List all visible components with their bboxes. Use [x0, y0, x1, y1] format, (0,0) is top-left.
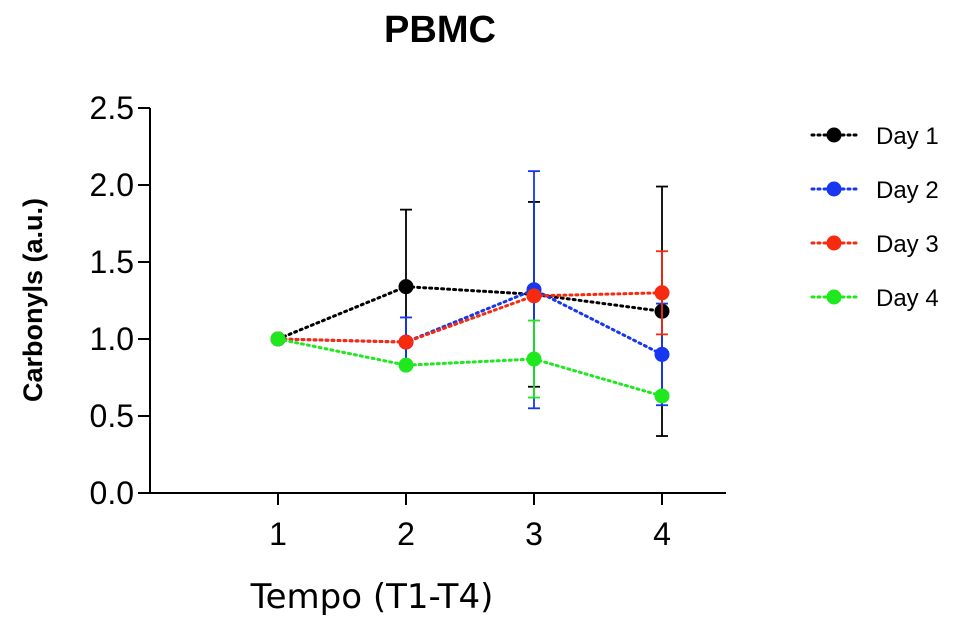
data-point: [654, 346, 670, 362]
y-axis-label: Carbonyls (a.u.): [18, 198, 48, 402]
legend-label: Day 3: [876, 231, 939, 258]
series-line: [276, 337, 664, 398]
x-axis-label: Tempo (T1-T4): [250, 577, 494, 617]
series-3: [270, 250, 670, 350]
legend-item: Day 1: [810, 123, 939, 150]
series-line: [276, 288, 664, 356]
legend-label: Day 4: [876, 285, 939, 312]
legend-item: Day 3: [810, 231, 939, 258]
legend-marker: [826, 127, 842, 143]
data-point: [526, 351, 542, 367]
x-tick-label: 1: [269, 516, 287, 552]
y-tick-label: 0.0: [90, 475, 134, 511]
y-ticks: 0.0 0.5 1.0 1.5 2.0 2.5: [90, 90, 150, 511]
legend-marker: [826, 235, 842, 251]
x-tick-label: 3: [525, 516, 543, 552]
data-point: [270, 331, 286, 347]
data-point: [654, 388, 670, 404]
y-tick-label: 2.0: [90, 167, 134, 203]
data-point: [398, 279, 414, 295]
x-tick-label: 4: [653, 516, 671, 552]
data-point: [526, 288, 542, 304]
series-line: [276, 285, 664, 341]
data-point: [398, 357, 414, 373]
legend: Day 1 Day 2 Day 3 Day 4: [810, 123, 939, 312]
legend-item: Day 4: [810, 285, 939, 312]
y-tick-label: 1.0: [90, 321, 134, 357]
legend-label: Day 2: [876, 177, 939, 204]
series-layer: [270, 170, 670, 437]
legend-marker: [826, 181, 842, 197]
series-4: [270, 319, 670, 404]
y-tick-label: 0.5: [90, 398, 134, 434]
series-2: [270, 170, 670, 410]
series-1: [270, 185, 670, 437]
data-point: [398, 334, 414, 350]
chart-title: PBMC: [384, 9, 496, 51]
legend-marker: [826, 289, 842, 305]
series-line: [276, 291, 664, 344]
y-tick-label: 2.5: [90, 90, 134, 126]
axes: [149, 108, 726, 494]
x-ticks: 1 2 3 4: [269, 493, 671, 552]
legend-label: Day 1: [876, 123, 939, 150]
data-point: [654, 285, 670, 301]
legend-item: Day 2: [810, 177, 939, 204]
x-tick-label: 2: [397, 516, 415, 552]
y-tick-label: 1.5: [90, 244, 134, 280]
